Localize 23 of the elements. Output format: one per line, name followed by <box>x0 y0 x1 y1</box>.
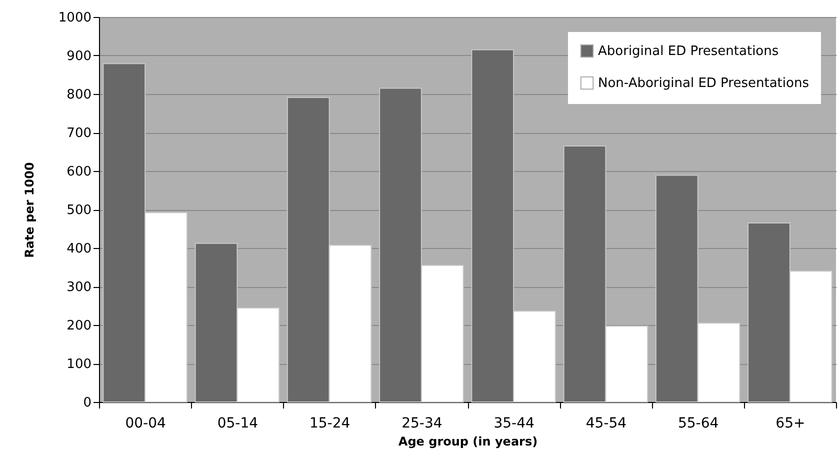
x-tick-label: 25-34 <box>402 416 442 432</box>
y-tick-label: 1000 <box>58 10 92 26</box>
y-tick-label: 400 <box>66 242 92 256</box>
y-tick-label: 200 <box>66 318 92 334</box>
x-tick-label: 45-54 <box>586 416 627 432</box>
y-tick-label: 800 <box>66 88 92 102</box>
y-tick-label: 900 <box>66 49 92 64</box>
y-tick-label: 100 <box>66 357 92 372</box>
legend-label: Aboriginal ED Presentations <box>598 44 779 59</box>
x-tick-label: 35-44 <box>494 416 534 432</box>
y-tick-label: 0 <box>83 396 92 410</box>
x-tick-label: 65+ <box>776 416 806 432</box>
x-axis-title: Age group (in years) <box>398 434 538 448</box>
y-tick-label: 300 <box>66 280 92 295</box>
x-tick-label: 05-14 <box>217 416 258 432</box>
legend-label: Non-Aboriginal ED Presentations <box>598 76 810 91</box>
y-axis-title: Rate per 1000 <box>22 162 36 258</box>
y-tick-label: 600 <box>66 164 92 180</box>
x-tick-label: 55-64 <box>678 416 719 432</box>
y-tick-label: 500 <box>66 203 92 218</box>
x-tick-label: 15-24 <box>309 416 350 432</box>
x-tick-label: 00-04 <box>125 416 166 432</box>
y-tick-label: 700 <box>66 126 92 141</box>
